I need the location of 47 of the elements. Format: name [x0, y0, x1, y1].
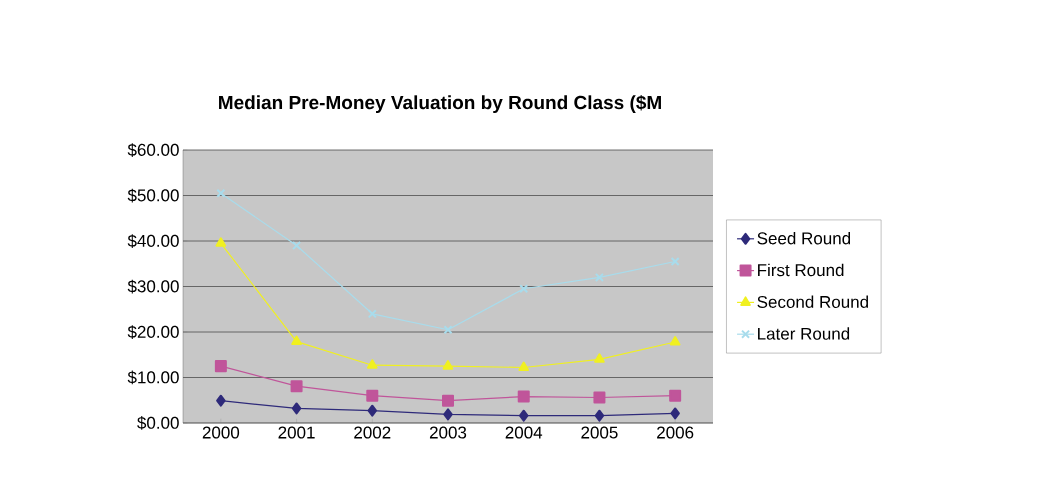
y-tick-label: $60.00 [127, 143, 179, 157]
point [291, 335, 302, 346]
point [443, 408, 453, 421]
x-tick-label: 2006 [657, 426, 694, 439]
x-tick-label: 2001 [278, 426, 315, 439]
point [367, 404, 378, 417]
point [216, 188, 226, 198]
point [669, 389, 682, 402]
point [366, 389, 379, 402]
point [290, 380, 303, 393]
point [442, 360, 454, 370]
point [594, 353, 605, 363]
point [366, 359, 378, 369]
legend-label: Later Round [758, 327, 850, 340]
point [443, 325, 453, 335]
point [518, 409, 529, 422]
y-tick-label: $40.00 [127, 234, 179, 248]
point [517, 390, 530, 403]
legend-label: First Round [758, 263, 844, 277]
point [215, 237, 227, 247]
x-tick-label: 2003 [429, 426, 467, 439]
point [519, 284, 529, 294]
point [518, 361, 530, 371]
x-tick-label: 2002 [354, 426, 391, 439]
point [669, 336, 681, 346]
point [292, 241, 302, 251]
point [594, 272, 604, 282]
legend-label: Second Round [757, 295, 868, 308]
y-tick-label: $10.00 [127, 370, 179, 385]
x-tick-label: 2000 [202, 426, 240, 439]
legend-label: Seed Round [757, 231, 851, 245]
y-tick-label: $30.00 [127, 279, 179, 294]
x-tick-label: 2005 [581, 426, 618, 439]
y-tick-label: $0.00 [137, 416, 179, 430]
point [670, 407, 680, 420]
point [670, 256, 680, 267]
y-tick-label: $50.00 [127, 188, 179, 203]
point [594, 409, 605, 422]
point [216, 394, 226, 407]
point [214, 360, 227, 373]
point [442, 394, 454, 407]
point [593, 391, 606, 404]
chart-title: Median Pre-Money Valuation by Round Class ($M [219, 94, 661, 114]
point [291, 402, 302, 415]
x-tick-label: 2004 [505, 426, 543, 439]
y-tick-label: $20.00 [127, 325, 179, 339]
point [367, 309, 377, 319]
